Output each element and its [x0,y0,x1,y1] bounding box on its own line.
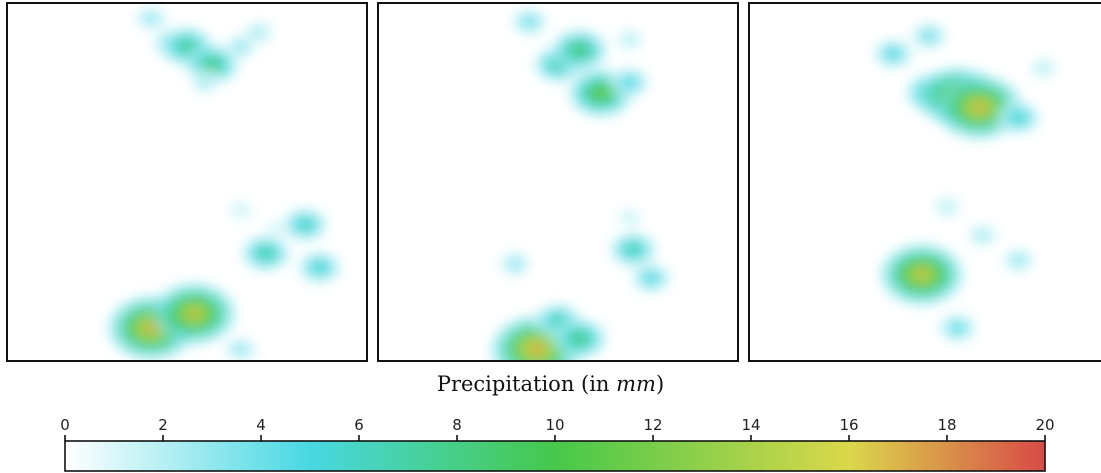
precip-cell-2-11 [531,345,542,354]
colorbar-tick-label-6: 6 [354,416,364,434]
colorbar-title-end: ) [655,372,665,396]
colorbar-title-text: Precipitation (in [436,372,617,396]
precip-cell-3-10 [1013,256,1024,265]
colorbar-title-unit: mm [616,372,656,396]
precip-cell-3-8 [941,202,953,211]
colorbar-tick-label-16: 16 [839,416,858,434]
precip-cell-1-5 [253,28,264,37]
precip-map-3 [872,22,1059,343]
colorbar-tick-label-0: 0 [60,416,70,434]
precip-cell-2-7 [624,213,635,222]
precip-cell-1-11 [299,220,311,229]
precip-cell-1-8 [235,206,247,215]
precip-cell-2-5 [524,17,535,26]
precip-cell-1-7 [199,78,211,87]
precip-map-panel-3 [748,2,1101,362]
precip-cell-1-12 [314,263,325,272]
precip-cell-1-4 [235,42,247,51]
precip-cell-3-11 [916,270,928,279]
precip-cell-1-10 [260,249,272,258]
precip-cell-2-8 [627,245,639,254]
precip-cell-1-13 [145,324,157,332]
colorbar-tick-label-14: 14 [741,416,760,434]
colorbar-title: Precipitation (in mm) [0,372,1101,396]
precip-cell-2-10 [509,259,521,268]
precip-cell-2-3 [595,89,607,97]
precip-cell-2-6 [624,35,635,44]
precip-cell-3-2 [887,49,899,58]
precip-cell-1-14 [188,309,200,318]
colorbar-tick-label-18: 18 [937,416,956,434]
precip-map-panel-2 [377,2,739,362]
precip-cell-3-9 [977,231,989,240]
precip-cell-1-2 [181,42,193,51]
colorbar-tick-label-12: 12 [643,416,662,434]
precip-cell-3-6 [1013,113,1024,122]
colorbar-tick-label-10: 10 [545,416,564,434]
colorbar-gradient [64,440,1046,472]
precip-cell-1-3 [206,60,218,69]
colorbar-tick-label-8: 8 [452,416,462,434]
colorbar: 0 2 4 6 8 10 12 14 16 18 20 [60,416,1055,472]
precip-map-panel-1 [6,2,368,362]
colorbar-tick-label-4: 4 [256,416,266,434]
colorbar-tick-label-20: 20 [1035,416,1054,434]
precip-cell-3-5 [973,103,985,112]
precip-cell-1-9 [271,224,282,233]
precip-cell-1-6 [145,14,157,23]
precip-cell-1-15 [235,345,247,354]
precip-cell-2-2 [574,46,585,55]
precip-cell-2-13 [574,334,585,343]
precip-cell-2-9 [645,274,657,283]
precip-cell-3-1 [923,32,935,40]
colorbar-tick-label-2: 2 [158,416,168,434]
precip-cell-3-7 [1038,64,1049,73]
precip-map-2 [491,7,672,360]
precip-cell-3-12 [952,324,963,332]
precip-map-1 [108,5,342,360]
precip-cell-2-4 [624,78,635,87]
precip-cell-2-12 [552,316,564,325]
